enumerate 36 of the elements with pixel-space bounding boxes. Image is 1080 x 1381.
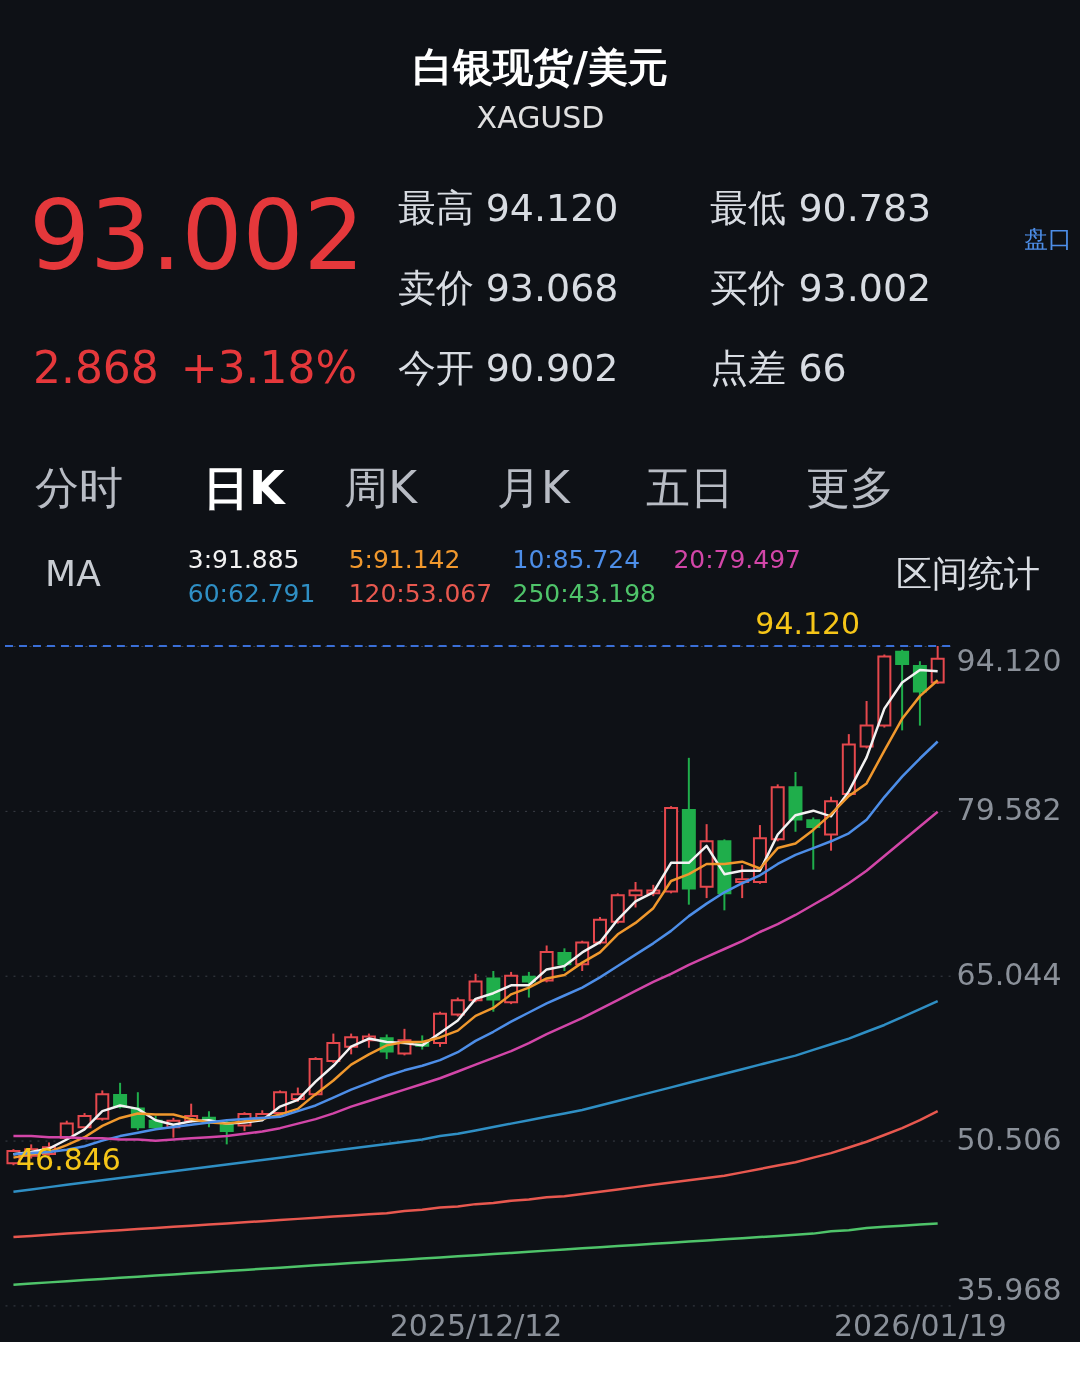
text: 月K xyxy=(497,462,572,514)
y-tick-label: 50.506 xyxy=(956,1122,1062,1158)
text: 2.868 xyxy=(32,342,159,394)
text: 今开 90.902 xyxy=(397,346,619,391)
y-tick-label: 79.582 xyxy=(956,792,1062,828)
text: MA xyxy=(45,553,102,595)
x-tick-label: 2026/01/19 xyxy=(834,1307,1007,1343)
text: 分时 xyxy=(34,462,123,514)
text: 250:43.198 xyxy=(512,579,656,609)
text: 最低 90.783 xyxy=(710,186,932,231)
text: 120:53.067 xyxy=(348,579,493,609)
y-tick-label: 35.968 xyxy=(956,1271,1062,1307)
text: 日K xyxy=(202,461,286,516)
text: 93.002 xyxy=(28,180,365,293)
text: 区间统计 xyxy=(896,553,1041,595)
text: 10:85.724 xyxy=(512,545,641,575)
y-tick-label: 65.044 xyxy=(956,957,1062,993)
text: 盘口 xyxy=(1024,225,1073,254)
chart-title: 白银现货/美元 xyxy=(413,43,668,90)
text: 更多 xyxy=(806,462,895,514)
annotation: 46.846 xyxy=(16,1142,121,1178)
text: 五日 xyxy=(646,462,735,514)
text: 最高 94.120 xyxy=(397,186,619,231)
chart-subtitle: XAGUSD xyxy=(476,99,605,135)
text: 卖价 93.068 xyxy=(397,266,619,311)
text: 周K xyxy=(344,462,419,514)
text: 60:62.791 xyxy=(187,579,316,609)
text: 3:91.885 xyxy=(187,545,300,575)
annotation: 94.120 xyxy=(755,606,861,642)
text: 5:91.142 xyxy=(348,545,461,575)
text: 20:79.497 xyxy=(673,545,801,575)
y-tick-label: 94.120 xyxy=(956,642,1062,678)
x-tick-label: 2025/12/12 xyxy=(389,1307,563,1343)
text: 点差 66 xyxy=(710,346,847,391)
text: 买价 93.002 xyxy=(710,266,932,311)
text: +3.18% xyxy=(180,342,358,394)
